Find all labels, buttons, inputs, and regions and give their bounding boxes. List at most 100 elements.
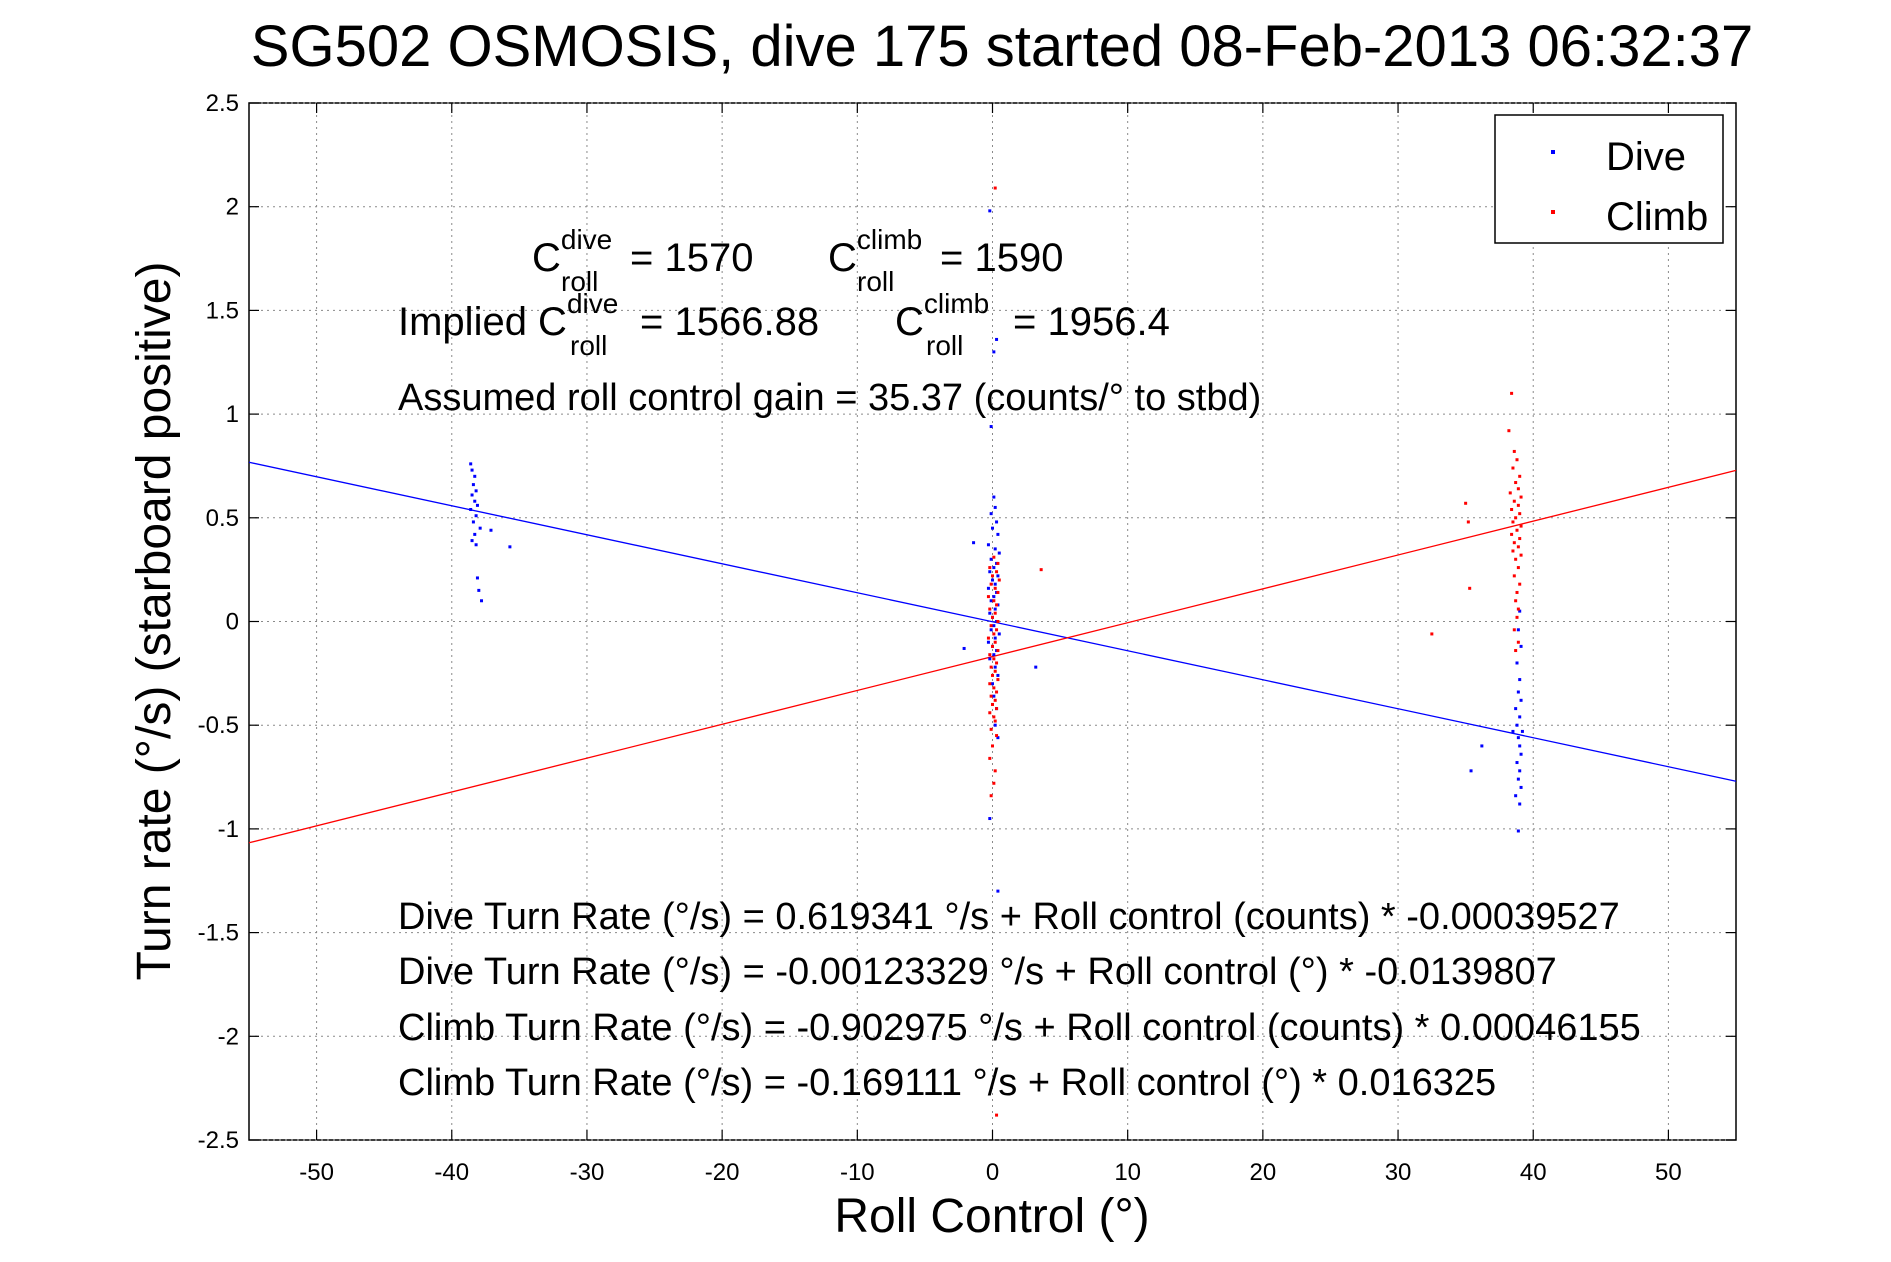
implied-climb-sub: roll (926, 330, 963, 361)
point-dive (996, 889, 1000, 893)
point-climb (995, 570, 999, 574)
c-climb-sup: climb (857, 224, 922, 255)
equation-dive-counts: Dive Turn Rate (°/s) = 0.619341 °/s + Ro… (398, 896, 1620, 938)
point-climb (1516, 545, 1520, 549)
point-dive (993, 607, 997, 611)
x-tick-label: -30 (570, 1159, 605, 1186)
point-climb (1514, 649, 1518, 653)
point-climb (993, 611, 997, 615)
point-climb (1519, 524, 1523, 528)
point-dive (1514, 794, 1518, 798)
c-climb-value: = 1590 (940, 236, 1063, 280)
point-dive (989, 599, 993, 603)
point-climb (995, 661, 999, 665)
x-tick-label: -40 (434, 1159, 469, 1186)
point-dive (469, 462, 473, 466)
point-climb (1510, 508, 1514, 512)
point-climb (1518, 474, 1522, 478)
x-tick-label: 50 (1655, 1159, 1682, 1186)
point-climb (1515, 458, 1519, 462)
point-dive (972, 541, 976, 545)
point-climb (1507, 429, 1511, 433)
point-climb (995, 603, 999, 607)
point-dive (1519, 698, 1523, 702)
legend: Dive Climb (1494, 114, 1724, 244)
point-dive (992, 495, 996, 499)
point-climb (986, 595, 990, 599)
point-dive (991, 578, 994, 582)
point-dive (986, 586, 990, 590)
y-tick-label: -1 (218, 816, 239, 843)
point-dive (478, 526, 482, 530)
point-climb (993, 719, 997, 723)
y-tick-label: 0 (226, 609, 239, 636)
point-climb (986, 636, 990, 640)
point-climb (991, 574, 994, 578)
point-dive (991, 682, 994, 686)
point-climb (989, 727, 993, 731)
point-climb (1514, 557, 1518, 561)
point-dive (993, 665, 997, 669)
data-points (469, 186, 1524, 1117)
implied-dive-sup: dive (567, 288, 618, 319)
point-dive (1469, 769, 1473, 773)
equation-climb-degrees: Climb Turn Rate (°/s) = -0.169111 °/s + … (398, 1062, 1496, 1104)
point-climb (1518, 537, 1522, 541)
point-dive (1518, 678, 1522, 682)
point-dive (996, 673, 1000, 677)
fit-lines (248, 461, 1737, 844)
point-dive (1515, 761, 1519, 765)
point-climb (1510, 532, 1514, 536)
point-dive (993, 505, 997, 509)
point-dive (992, 653, 996, 657)
point-dive (1516, 736, 1520, 740)
point-climb (993, 186, 997, 190)
x-tick-label: -20 (705, 1159, 740, 1186)
point-climb (1518, 512, 1522, 516)
point-climb (989, 665, 993, 669)
point-dive (989, 628, 993, 632)
implied-climb-annotation: Cclimb roll = 1956.4 (895, 288, 1170, 361)
y-tick-label: 2 (226, 194, 239, 221)
point-climb (1519, 495, 1523, 499)
point-dive (1511, 729, 1515, 733)
point-dive (993, 636, 997, 640)
point-climb (1515, 615, 1519, 619)
point-climb (1514, 599, 1518, 603)
legend-marker-climb (1551, 210, 1555, 214)
point-dive (996, 532, 1000, 536)
point-dive (962, 646, 966, 650)
plot-area: -50 -40 -30 -20 -10 0 10 20 30 40 50 -2.5-2-1.5-1-… (198, 90, 1737, 1186)
y-axis-label: Turn rate (°/s) (starboard positive) (128, 262, 181, 981)
point-dive (992, 624, 996, 628)
c-dive-base: C (532, 236, 561, 280)
point-dive (997, 632, 1001, 636)
point-dive (1519, 752, 1523, 756)
point-dive (986, 543, 990, 547)
point-climb (996, 620, 1000, 623)
point-dive (473, 474, 477, 478)
point-dive (469, 508, 473, 512)
point-dive (986, 640, 990, 644)
point-dive (991, 526, 994, 530)
point-dive (993, 582, 997, 586)
point-dive (1516, 829, 1520, 833)
implied-dive-annotation: Implied Cdive roll = 1566.88 (398, 288, 819, 361)
point-dive (474, 489, 478, 493)
point-climb (995, 707, 999, 711)
point-climb (991, 644, 994, 648)
point-climb (1512, 499, 1516, 503)
x-tick-label: 10 (1114, 1159, 1141, 1186)
point-climb (1514, 481, 1518, 485)
y-tick-label: 1.5 (206, 297, 239, 324)
point-dive (473, 532, 477, 536)
point-climb (1516, 607, 1520, 611)
point-climb (988, 756, 992, 760)
point-climb (996, 561, 1000, 565)
point-climb (992, 781, 996, 785)
legend-label-climb: Climb (1606, 195, 1708, 239)
x-tick-label: 0 (986, 1159, 999, 1186)
point-climb (1512, 449, 1516, 453)
implied-climb-value: = 1956.4 (1013, 300, 1170, 344)
point-climb (1516, 566, 1520, 570)
